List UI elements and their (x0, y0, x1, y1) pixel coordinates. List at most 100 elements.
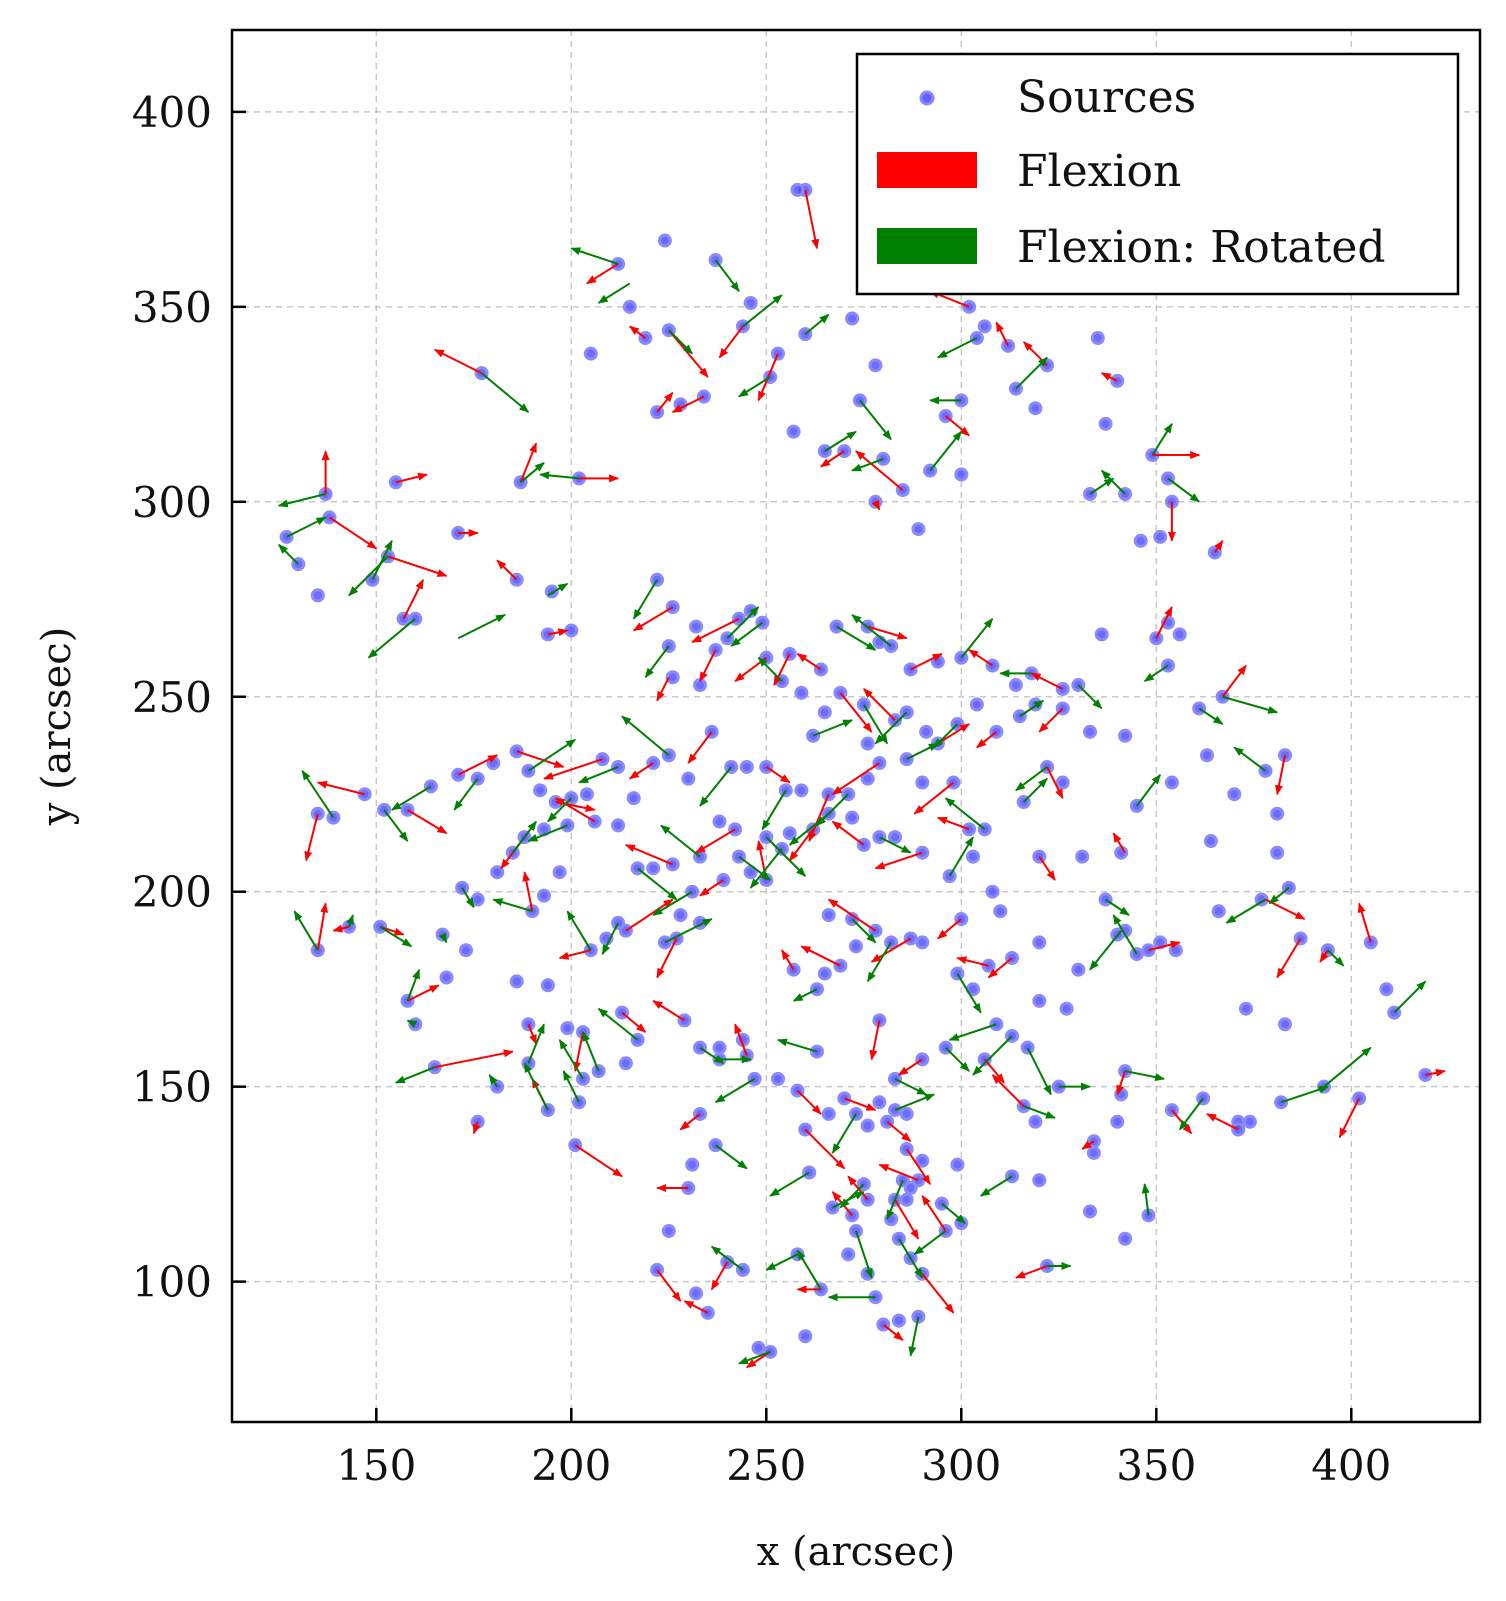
flexion-arrow (995, 321, 1009, 347)
legend-sources-label: Sources (1017, 72, 1196, 123)
rotated-flexion-arrow (582, 1031, 600, 1072)
rotated-flexion-arrow (898, 1238, 924, 1279)
source-point (911, 522, 926, 537)
rotated-flexion-arrow (792, 988, 818, 1002)
source-point (872, 1095, 887, 1110)
source-point (849, 939, 863, 954)
source-point (969, 697, 984, 712)
source-point (977, 319, 992, 334)
source-point (1094, 627, 1109, 642)
flexion-arrow (1038, 856, 1056, 881)
flexion-arrow (652, 1000, 685, 1022)
flexion-arrow (867, 625, 908, 640)
flexion-arrow (820, 450, 845, 468)
rotated-flexion-arrow (293, 910, 319, 951)
rotated-flexion-arrow (379, 925, 413, 948)
flexion-arrow (718, 325, 744, 359)
flexion-arrow (519, 442, 538, 483)
rotated-flexion-arrow (831, 1113, 857, 1154)
rotated-flexion-arrow (1089, 930, 1122, 971)
rotated-flexion-arrow (956, 973, 982, 1014)
rotated-flexion-arrow (660, 824, 701, 858)
rotated-flexion-arrow (539, 471, 580, 480)
rotated-flexion-arrow (851, 457, 884, 472)
rotated-flexion-arrow (948, 1023, 997, 1041)
rotated-flexion-arrow (796, 1249, 822, 1290)
source-point (1200, 748, 1214, 763)
flexion-arrow (1425, 1068, 1446, 1077)
rotated-flexion-arrow (1151, 422, 1173, 456)
flexion-arrow (898, 1058, 923, 1076)
source-point (1153, 529, 1168, 544)
flexion-arrow (796, 653, 822, 671)
source-point (993, 904, 1008, 919)
rotated-flexion-arrow (765, 836, 807, 877)
rotated-flexion-arrow (523, 1062, 549, 1111)
source-point (782, 826, 797, 841)
flexion-arrow (773, 653, 791, 686)
rotated-flexion-arrow (1026, 1047, 1052, 1096)
rotated-flexion-arrow (1089, 477, 1115, 495)
flexion-arrow (656, 676, 670, 702)
flexion-arrow (1338, 1097, 1360, 1139)
rotated-flexion-arrow (286, 516, 327, 538)
source-point (1028, 1114, 1043, 1129)
rotated-flexion-arrow (874, 711, 908, 745)
rotated-flexion-arrow (878, 836, 912, 854)
rotated-flexion-arrow (886, 1179, 904, 1221)
rotated-flexion-arrow (547, 797, 573, 823)
flexion-arrow (1213, 539, 1224, 554)
flexion-arrow (804, 189, 820, 250)
rotated-flexion-arrow (371, 539, 393, 581)
source-point (626, 791, 641, 806)
flexion-arrow (765, 766, 791, 784)
flexion-arrow (734, 1023, 748, 1056)
source-point (1110, 1114, 1125, 1129)
rotated-flexion-arrow (383, 809, 409, 842)
flexion-arrow (1081, 1140, 1095, 1150)
source-point (860, 771, 875, 786)
source-point (872, 635, 887, 650)
flexion-arrow (547, 628, 569, 637)
source-point (950, 1157, 965, 1172)
source-point (915, 935, 930, 950)
flexion-arrow (656, 1269, 682, 1302)
flexion-arrow (1116, 1070, 1127, 1096)
source-point (622, 299, 637, 314)
rotated-flexion-arrow (972, 1035, 1013, 1076)
rotated-flexion-arrow (761, 789, 787, 831)
flexion-arrow (1112, 832, 1126, 854)
flexion-arrow (796, 1089, 822, 1115)
source-point (860, 1118, 875, 1133)
rotated-flexion-arrow (1198, 707, 1224, 725)
rotated-flexion-arrow (512, 820, 537, 854)
source-point (540, 978, 555, 993)
source-point (1083, 724, 1097, 739)
source-point (786, 424, 801, 439)
rotated-flexion-arrow (738, 376, 771, 398)
flexion-arrow (687, 731, 713, 764)
source-point (646, 861, 661, 876)
source-point (693, 678, 707, 693)
rotated-flexion-arrow (394, 1066, 436, 1084)
rotated-flexion-arrow (960, 617, 994, 659)
rotated-flexion-arrow (1112, 914, 1138, 955)
flexion-arrow (956, 956, 989, 967)
flexion-arrow (1206, 1113, 1239, 1131)
flexion-arrow (387, 555, 448, 577)
rotated-flexion-arrow (488, 1074, 499, 1088)
flexion-arrow (457, 754, 499, 776)
rotated-flexion-arrow (699, 766, 732, 807)
flexion-arrow (1275, 755, 1286, 796)
rotated-flexion-arrow (894, 1077, 928, 1096)
rotated-flexion-arrow (1167, 477, 1201, 503)
flexion-arrow (316, 780, 365, 796)
flexion-arrow (843, 1097, 877, 1112)
rotated-flexion-arrow (461, 887, 475, 909)
source-point (1028, 401, 1043, 416)
flexion-arrow (316, 902, 329, 951)
flexion-arrow (745, 1350, 771, 1369)
source-point (552, 865, 567, 880)
rotated-flexion-arrow (749, 848, 783, 889)
